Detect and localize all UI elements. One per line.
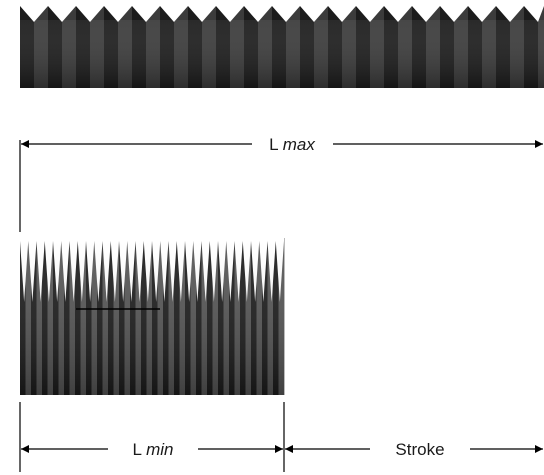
stroke-dimension: Stroke [285, 440, 543, 459]
compressed-bellows [20, 237, 285, 395]
l-max-dimension: L max [21, 135, 543, 154]
stroke-label: Stroke [395, 440, 444, 459]
l-min-label: L min [133, 440, 174, 459]
l-min-dimension: L min [21, 440, 283, 459]
extended-bellows [20, 2, 544, 88]
l-max-label: L max [269, 135, 315, 154]
